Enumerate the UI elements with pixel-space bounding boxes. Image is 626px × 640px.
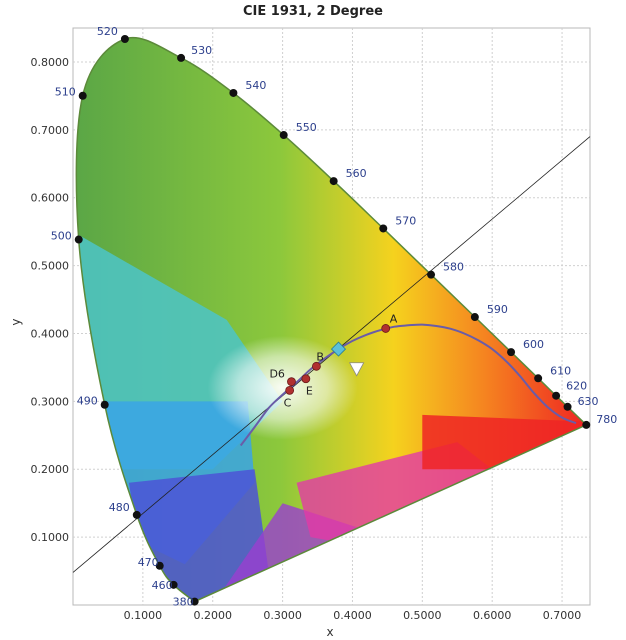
locus-point-550 (279, 131, 288, 140)
white-point-label-D6: D6 (269, 368, 284, 381)
wavelength-label-470: 470 (138, 556, 159, 569)
wavelength-label-500: 500 (51, 230, 72, 243)
x-tick-label: 0.7000 (543, 609, 582, 622)
wavelength-label-780: 780 (596, 413, 617, 426)
wavelength-label-570: 570 (395, 214, 416, 227)
x-tick-label: 0.2000 (193, 609, 232, 622)
locus-point-500 (74, 235, 83, 244)
white-point-label-E: E (306, 385, 313, 398)
wavelength-label-580: 580 (443, 261, 464, 274)
wavelength-label-620: 620 (566, 380, 587, 393)
wavelength-label-380: 380 (173, 596, 194, 609)
wavelength-label-540: 540 (245, 79, 266, 92)
y-tick-label: 0.3000 (31, 395, 70, 408)
white-point-label-C: C (284, 396, 292, 409)
locus-point-590 (470, 313, 479, 322)
white-point-A (381, 324, 391, 333)
wavelength-label-510: 510 (55, 86, 76, 99)
y-tick-label: 0.5000 (31, 260, 70, 273)
white-point-C (285, 385, 295, 395)
locus-point-470 (155, 561, 164, 570)
x-tick-label: 0.1000 (124, 609, 163, 622)
diamond-marker (330, 341, 347, 357)
locus-point-460 (169, 580, 178, 589)
locus-point-560 (329, 177, 338, 186)
y-axis-title: y (9, 318, 23, 325)
axis-ticks: 0.1000 0.2000 0.3000 0.4000 0.5000 0.6000 0.70… (31, 56, 582, 622)
locus-point-570 (379, 224, 388, 233)
wavelength-label-610: 610 (550, 364, 571, 377)
locus-point-620 (552, 391, 561, 400)
wavelength-label-600: 600 (523, 338, 544, 351)
gamut-fill (75, 36, 588, 603)
locus-point-630 (563, 402, 572, 411)
wavelength-label-560: 560 (346, 167, 367, 180)
locus-point-580 (427, 270, 436, 279)
x-tick-label: 0.3000 (263, 609, 302, 622)
triangle-marker (348, 362, 365, 377)
locus-point-780 (582, 420, 591, 429)
wavelength-label-530: 530 (191, 44, 212, 57)
wavelength-label-550: 550 (296, 121, 317, 134)
wavelength-label-630: 630 (578, 395, 599, 408)
locus-point-480 (132, 510, 141, 519)
white-point-D6 (287, 377, 296, 387)
y-tick-label: 0.2000 (31, 463, 70, 476)
planckian-locus (239, 323, 577, 447)
y-tick-label: 0.7000 (31, 124, 70, 137)
white-point-E (301, 374, 311, 384)
locus-point-490 (100, 400, 109, 409)
locus-point-510 (78, 91, 87, 100)
locus-point-380 (190, 597, 199, 606)
x-axis-title: x (326, 625, 333, 639)
y-tick-label: 0.6000 (31, 192, 70, 205)
locus-point-530 (177, 53, 186, 62)
locus-point-600 (507, 348, 516, 357)
x-tick-label: 0.4000 (333, 609, 372, 622)
y-tick-label: 0.1000 (31, 531, 70, 544)
chart-title: CIE 1931, 2 Degree (243, 4, 383, 19)
locus-point-520 (120, 34, 129, 43)
locus-point-540 (229, 88, 238, 97)
wavelength-label-480: 480 (109, 501, 130, 514)
x-tick-label: 0.5000 (403, 609, 442, 622)
white-point-label-A: A (390, 312, 398, 325)
x-tick-label: 0.6000 (473, 609, 512, 622)
lines (72, 136, 591, 573)
white-point-B (312, 361, 321, 371)
y-tick-label: 0.4000 (31, 327, 70, 340)
y-tick-label: 0.8000 (31, 56, 70, 69)
wavelength-label-520: 520 (97, 25, 118, 38)
wavelength-label-590: 590 (487, 303, 508, 316)
wavelength-label-490: 490 (77, 395, 98, 408)
locus-point-610 (534, 374, 543, 383)
white-point-label-B: B (316, 350, 324, 363)
wavelength-label-460: 460 (152, 579, 173, 592)
